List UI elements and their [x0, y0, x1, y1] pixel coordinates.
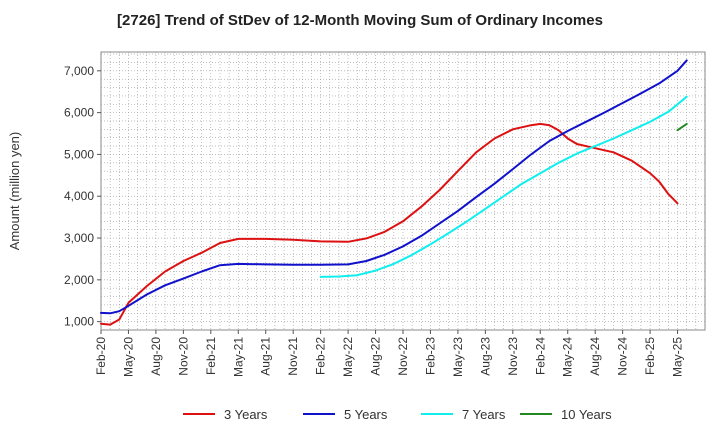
- x-tick-label: Aug-23: [478, 337, 492, 376]
- x-tick-label: Aug-24: [588, 337, 602, 376]
- legend-label-3-years: 3 Years: [224, 407, 268, 422]
- series-lines: [100, 59, 688, 326]
- x-tick-label: Aug-21: [259, 337, 273, 376]
- y-tick-label: 2,000: [64, 273, 94, 287]
- x-tick-label: May-23: [451, 337, 465, 377]
- legend: 3 Years 5 Years 7 Years 10 Years: [183, 407, 612, 422]
- chart-title: [2726] Trend of StDev of 12-Month Moving…: [117, 12, 603, 29]
- x-tick-label: Feb-24: [533, 337, 547, 375]
- grid-lines: [101, 52, 705, 330]
- x-tick-label: Feb-20: [94, 337, 108, 375]
- x-tick-label: May-24: [561, 337, 575, 377]
- x-tick-label: Aug-20: [149, 337, 163, 376]
- x-tick-label: Feb-23: [423, 337, 437, 375]
- y-tick-label: 1,000: [64, 315, 94, 329]
- y-axis-ticks: 1,000 2,000 3,000 4,000 5,000 6,000 7,000: [64, 64, 101, 329]
- legend-label-7-years: 7 Years: [462, 407, 506, 422]
- series-line-5-years: [100, 59, 688, 315]
- series-line-10-years: [676, 122, 688, 132]
- x-tick-label: Nov-22: [396, 337, 410, 376]
- y-tick-label: 3,000: [64, 231, 94, 245]
- legend-label-5-years: 5 Years: [344, 407, 388, 422]
- x-axis-ticks: Feb-20 May-20 Aug-20 Nov-20 Feb-21 May-21 Aug-…: [94, 330, 685, 377]
- y-tick-label: 7,000: [64, 64, 94, 78]
- x-tick-label: Feb-21: [204, 337, 218, 375]
- x-tick-label: Feb-22: [314, 337, 328, 375]
- y-tick-label: 4,000: [64, 189, 94, 203]
- x-tick-label: May-22: [341, 337, 355, 377]
- y-tick-label: 6,000: [64, 106, 94, 120]
- legend-label-10-years: 10 Years: [561, 407, 612, 422]
- series-line-3-years: [100, 122, 679, 326]
- x-tick-label: Nov-20: [176, 337, 190, 376]
- x-tick-label: May-25: [671, 337, 685, 377]
- x-tick-label: May-21: [231, 337, 245, 377]
- x-tick-label: Aug-22: [369, 337, 383, 376]
- y-axis-title: Amount (million yen): [7, 132, 22, 251]
- x-tick-label: Nov-24: [616, 337, 630, 376]
- x-tick-label: Nov-21: [286, 337, 300, 376]
- x-tick-label: May-20: [121, 337, 135, 377]
- x-tick-label: Nov-23: [506, 337, 520, 376]
- x-tick-label: Feb-25: [643, 337, 657, 375]
- series-line-7-years: [319, 95, 688, 278]
- y-tick-label: 5,000: [64, 147, 94, 161]
